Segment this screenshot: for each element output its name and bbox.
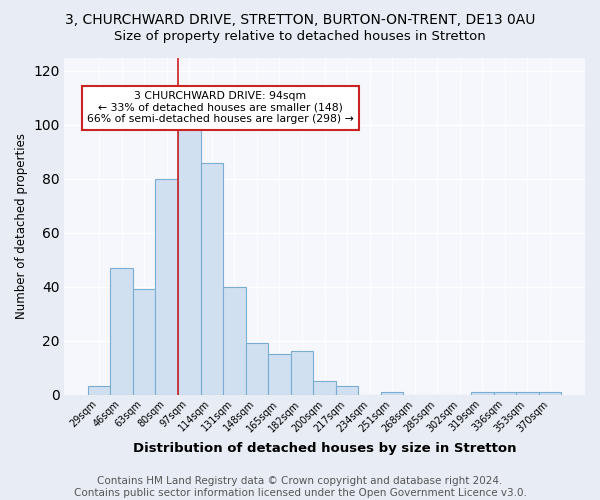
Bar xyxy=(268,354,291,395)
Text: Size of property relative to detached houses in Stretton: Size of property relative to detached ho… xyxy=(114,30,486,43)
Bar xyxy=(178,125,200,394)
Text: 3 CHURCHWARD DRIVE: 94sqm
← 33% of detached houses are smaller (148)
66% of semi: 3 CHURCHWARD DRIVE: 94sqm ← 33% of detac… xyxy=(87,91,354,124)
Bar xyxy=(88,386,110,394)
Bar xyxy=(539,392,562,394)
Y-axis label: Number of detached properties: Number of detached properties xyxy=(15,133,28,319)
Bar xyxy=(200,162,223,394)
Bar xyxy=(336,386,358,394)
X-axis label: Distribution of detached houses by size in Stretton: Distribution of detached houses by size … xyxy=(133,442,516,455)
Text: Contains HM Land Registry data © Crown copyright and database right 2024.
Contai: Contains HM Land Registry data © Crown c… xyxy=(74,476,526,498)
Bar xyxy=(110,268,133,394)
Bar xyxy=(381,392,403,394)
Bar xyxy=(245,344,268,394)
Bar xyxy=(155,179,178,394)
Bar xyxy=(494,392,516,394)
Text: 3, CHURCHWARD DRIVE, STRETTON, BURTON-ON-TRENT, DE13 0AU: 3, CHURCHWARD DRIVE, STRETTON, BURTON-ON… xyxy=(65,12,535,26)
Bar xyxy=(471,392,494,394)
Bar xyxy=(313,381,336,394)
Bar xyxy=(223,286,245,395)
Bar xyxy=(133,290,155,395)
Bar xyxy=(516,392,539,394)
Bar xyxy=(291,352,313,395)
